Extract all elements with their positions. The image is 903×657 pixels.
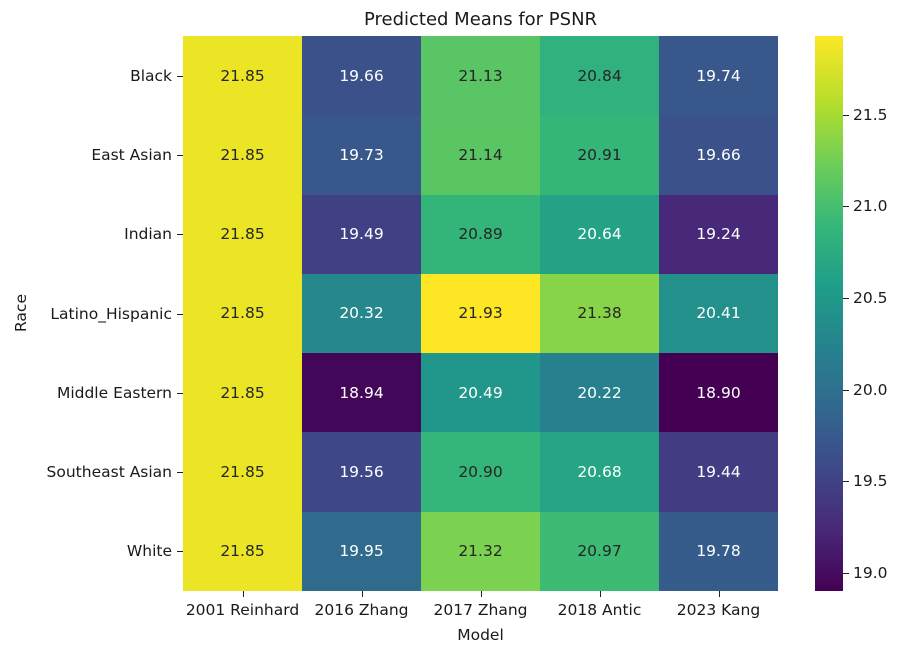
x-tick-mark (243, 591, 244, 597)
heatmap-cell: 20.91 (540, 115, 659, 195)
x-tick-mark (719, 591, 720, 597)
x-tick-label: 2023 Kang (676, 601, 761, 619)
y-tick-mark (177, 76, 183, 77)
x-tick-mark (481, 591, 482, 597)
x-tick-mark (362, 591, 363, 597)
heatmap-cell: 21.32 (421, 511, 540, 591)
heatmap-cell: 20.64 (540, 194, 659, 274)
heatmap-cell: 20.32 (302, 273, 421, 354)
heatmap-cell: 19.78 (659, 511, 778, 591)
heatmap-cell: 21.85 (183, 36, 302, 116)
heatmap-cell: 21.85 (183, 432, 302, 512)
chart-title: Predicted Means for PSNR (363, 9, 598, 30)
heatmap-cell: 19.66 (659, 115, 778, 195)
heatmap-cell: 20.97 (540, 511, 659, 591)
y-tick-label: Black (130, 66, 172, 85)
heatmap-cell: 20.89 (421, 194, 540, 274)
colorbar-tick-label: 20.0 (853, 380, 888, 399)
x-tick-label: 2016 Zhang (314, 601, 409, 619)
heatmap-cell: 21.85 (183, 273, 302, 354)
heatmap-cell: 19.73 (302, 115, 421, 195)
heatmap-cell: 21.85 (183, 115, 302, 195)
y-tick-label: East Asian (91, 145, 172, 164)
heatmap-cell: 20.22 (540, 353, 659, 433)
heatmap-cell: 20.41 (659, 273, 778, 354)
heatmap-cell: 21.85 (183, 353, 302, 433)
x-axis-title: Model (457, 626, 504, 644)
heatmap-cell: 21.85 (183, 511, 302, 591)
colorbar-tick-mark (843, 390, 849, 391)
heatmap-cell: 21.85 (183, 194, 302, 274)
heatmap-cell: 20.49 (421, 353, 540, 433)
y-tick-mark (177, 551, 183, 552)
heatmap-cell: 19.49 (302, 194, 421, 274)
y-tick-label: Middle Eastern (56, 383, 172, 402)
heatmap-cell: 21.38 (540, 273, 659, 354)
colorbar-tick-mark (843, 298, 849, 299)
heatmap-cell: 21.14 (421, 115, 540, 195)
heatmap-cell: 18.90 (659, 353, 778, 433)
y-tick-mark (177, 234, 183, 235)
colorbar (815, 36, 843, 591)
colorbar-tick-mark (843, 573, 849, 574)
heatmap-cell: 19.56 (302, 432, 421, 512)
x-tick-label: 2018 Antic (557, 601, 642, 619)
y-tick-label: White (126, 542, 172, 561)
y-axis-title: Race (12, 294, 30, 332)
colorbar-tick-label: 20.5 (853, 288, 888, 307)
colorbar-tick-label: 19.5 (853, 472, 888, 491)
heatmap-cell: 19.74 (659, 36, 778, 116)
y-tick-mark (177, 472, 183, 473)
y-tick-mark (177, 314, 183, 315)
heatmap-cell: 19.95 (302, 511, 421, 591)
y-tick-label: Southeast Asian (46, 463, 172, 482)
heatmap-grid: 21.85 19.66 21.13 20.84 19.74 21.85 19.73 21.14… (183, 36, 778, 591)
x-tick-mark (600, 591, 601, 597)
heatmap-cell: 20.84 (540, 36, 659, 116)
y-tick-label: Indian (124, 225, 172, 244)
colorbar-tick-label: 21.0 (853, 197, 888, 216)
heatmap-cell: 19.24 (659, 194, 778, 274)
heatmap-cell: 18.94 (302, 353, 421, 433)
x-tick-label: 2001 Reinhard (185, 601, 300, 619)
heatmap-cell: 19.66 (302, 36, 421, 116)
heatmap-cell: 19.44 (659, 432, 778, 512)
colorbar-tick-mark (843, 481, 849, 482)
y-tick-mark (177, 393, 183, 394)
y-tick-label: Latino_Hispanic (50, 304, 172, 323)
heatmap-cell: 20.90 (421, 432, 540, 512)
heatmap-cell: 21.93 (421, 273, 540, 354)
colorbar-tick-label: 21.5 (853, 105, 888, 124)
y-tick-mark (177, 155, 183, 156)
x-tick-label: 2017 Zhang (433, 601, 528, 619)
heatmap-cell: 21.13 (421, 36, 540, 116)
heatmap-cell: 20.68 (540, 432, 659, 512)
colorbar-tick-mark (843, 206, 849, 207)
colorbar-tick-mark (843, 115, 849, 116)
colorbar-tick-label: 19.0 (853, 563, 888, 582)
